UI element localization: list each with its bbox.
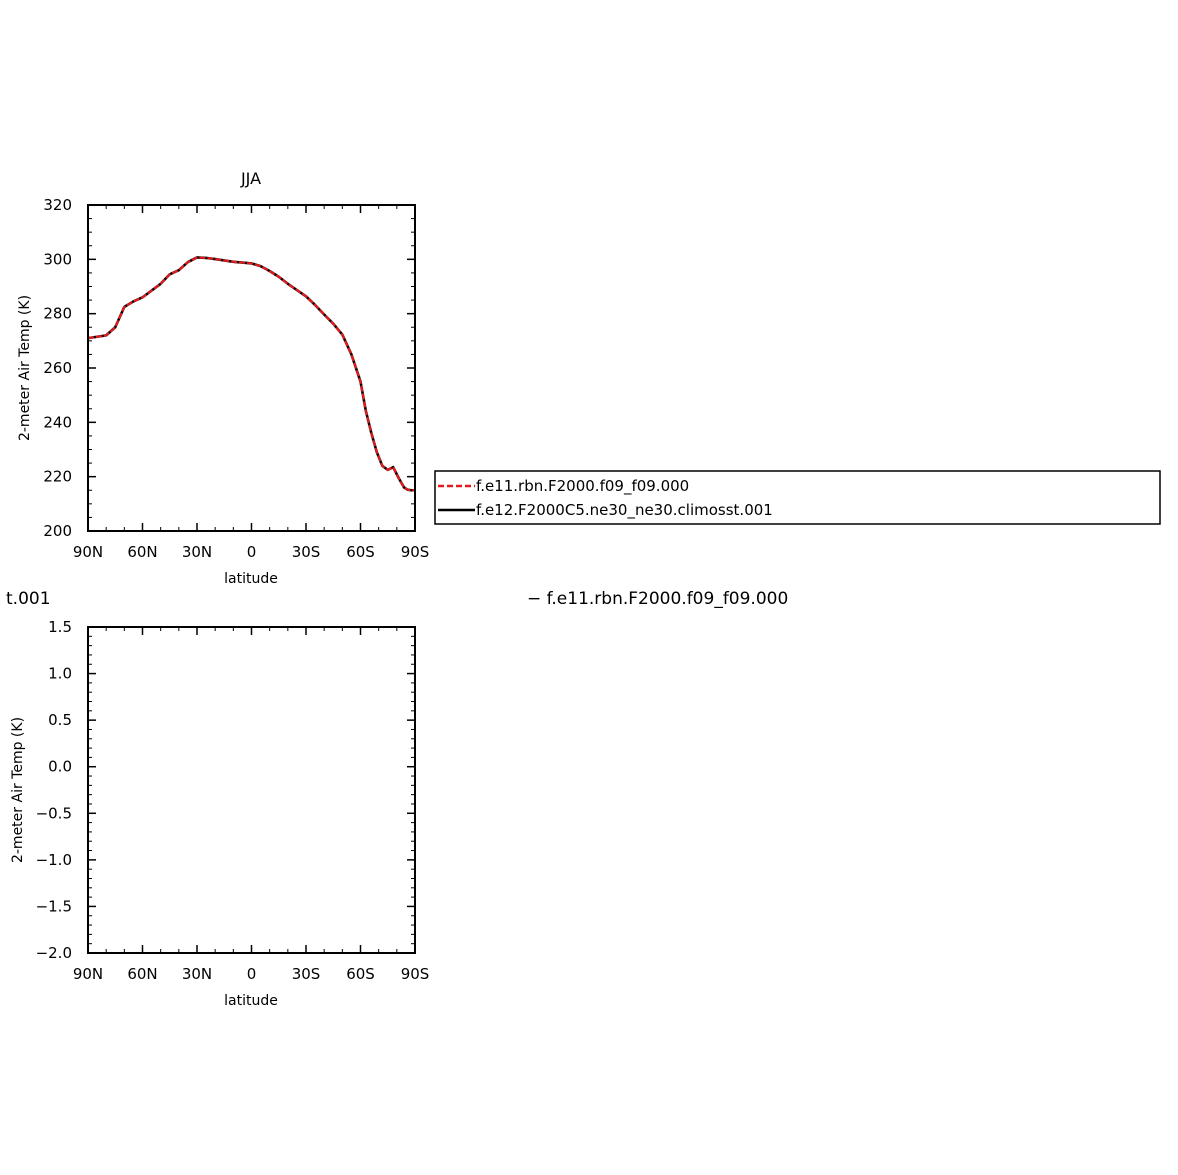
top-xtick-label-1: 60N bbox=[127, 543, 157, 561]
bot-ytick-label-6: 1.0 bbox=[48, 665, 72, 683]
top-xtick-label-4: 30S bbox=[292, 543, 321, 561]
bot-ytick-label-1: −1.5 bbox=[36, 897, 72, 915]
bot-ytick-label-0: −2.0 bbox=[36, 944, 72, 962]
top-chart-title: JJA bbox=[240, 169, 261, 188]
bot-ytick-label-2: −1.0 bbox=[36, 851, 72, 869]
bot-ytick-label-5: 0.5 bbox=[48, 711, 72, 729]
bottom-plot-frame bbox=[87, 626, 416, 954]
top-ytick-label-3: 260 bbox=[43, 359, 72, 377]
top-ytick-label-5: 300 bbox=[43, 250, 72, 268]
bot-xtick-label-2: 30N bbox=[182, 965, 212, 983]
legend-box bbox=[434, 470, 1161, 525]
bot-xtick-label-0: 90N bbox=[73, 965, 103, 983]
bottom-y-tick-labels: −2.0 −1.5 −1.0 −0.5 0.0 0.5 1.0 1.5 bbox=[36, 618, 72, 962]
top-x-axis-label: latitude bbox=[224, 571, 278, 587]
top-xtick-label-2: 30N bbox=[182, 543, 212, 561]
top-x-tick-labels: 90N 60N 30N 0 30S 60S 90S bbox=[73, 543, 429, 561]
legend-label-1: f.e12.F2000C5.ne30_ne30.climosst.001 bbox=[476, 501, 773, 520]
top-chart-panel: JJA latitude 2-meter Air Temp (K) 90N 60N… bbox=[17, 169, 429, 587]
bot-ytick-label-3: −0.5 bbox=[36, 804, 72, 822]
top-xtick-label-6: 90S bbox=[401, 543, 430, 561]
bot-ytick-label-4: 0.0 bbox=[48, 758, 72, 776]
top-xtick-label-0: 90N bbox=[73, 543, 103, 561]
bot-xtick-label-5: 60S bbox=[346, 965, 375, 983]
bot-series-line-0 bbox=[88, 667, 415, 944]
bottom-axis-ticks bbox=[87, 626, 416, 954]
top-axis-ticks bbox=[87, 204, 416, 532]
top-xtick-label-3: 0 bbox=[247, 543, 257, 561]
bot-xtick-label-3: 0 bbox=[247, 965, 257, 983]
bot-xtick-label-6: 90S bbox=[401, 965, 430, 983]
top-ytick-label-0: 200 bbox=[43, 522, 72, 540]
top-series-lines bbox=[87, 256, 415, 492]
top-y-tick-labels: 200 220 240 260 280 300 320 bbox=[43, 196, 72, 540]
top-xtick-label-5: 60S bbox=[346, 543, 375, 561]
top-ytick-label-1: 220 bbox=[43, 468, 72, 486]
bot-xtick-label-1: 60N bbox=[127, 965, 157, 983]
bottom-y-axis-label: 2-meter Air Temp (K) bbox=[10, 717, 26, 863]
bot-xtick-label-4: 30S bbox=[292, 965, 321, 983]
bot-ytick-label-7: 1.5 bbox=[48, 618, 72, 636]
top-plot-frame bbox=[87, 204, 416, 532]
top-series-line-1 bbox=[87, 256, 415, 492]
top-series-line-0 bbox=[87, 256, 415, 492]
bottom-x-tick-labels: 90N 60N 30N 0 30S 60S 90S bbox=[73, 965, 429, 983]
bottom-chart-title: t.001 bbox=[6, 589, 51, 609]
bottom-x-axis-label: latitude bbox=[224, 993, 278, 1009]
bottom-chart-panel: t.001 − f.e11.rbn.F2000.f09_f09.000 lati… bbox=[6, 589, 788, 1009]
bottom-series-lines bbox=[88, 667, 415, 944]
legend: f.e11.rbn.F2000.f09_f09.000 f.e12.F2000C… bbox=[434, 470, 1161, 525]
top-ytick-label-2: 240 bbox=[43, 413, 72, 431]
top-y-axis-label: 2-meter Air Temp (K) bbox=[17, 295, 33, 441]
top-ytick-label-4: 280 bbox=[43, 305, 72, 323]
legend-label-0: f.e11.rbn.F2000.f09_f09.000 bbox=[476, 477, 689, 496]
top-ytick-label-6: 320 bbox=[43, 196, 72, 214]
bottom-chart-subtitle: − f.e11.rbn.F2000.f09_f09.000 bbox=[527, 589, 788, 609]
